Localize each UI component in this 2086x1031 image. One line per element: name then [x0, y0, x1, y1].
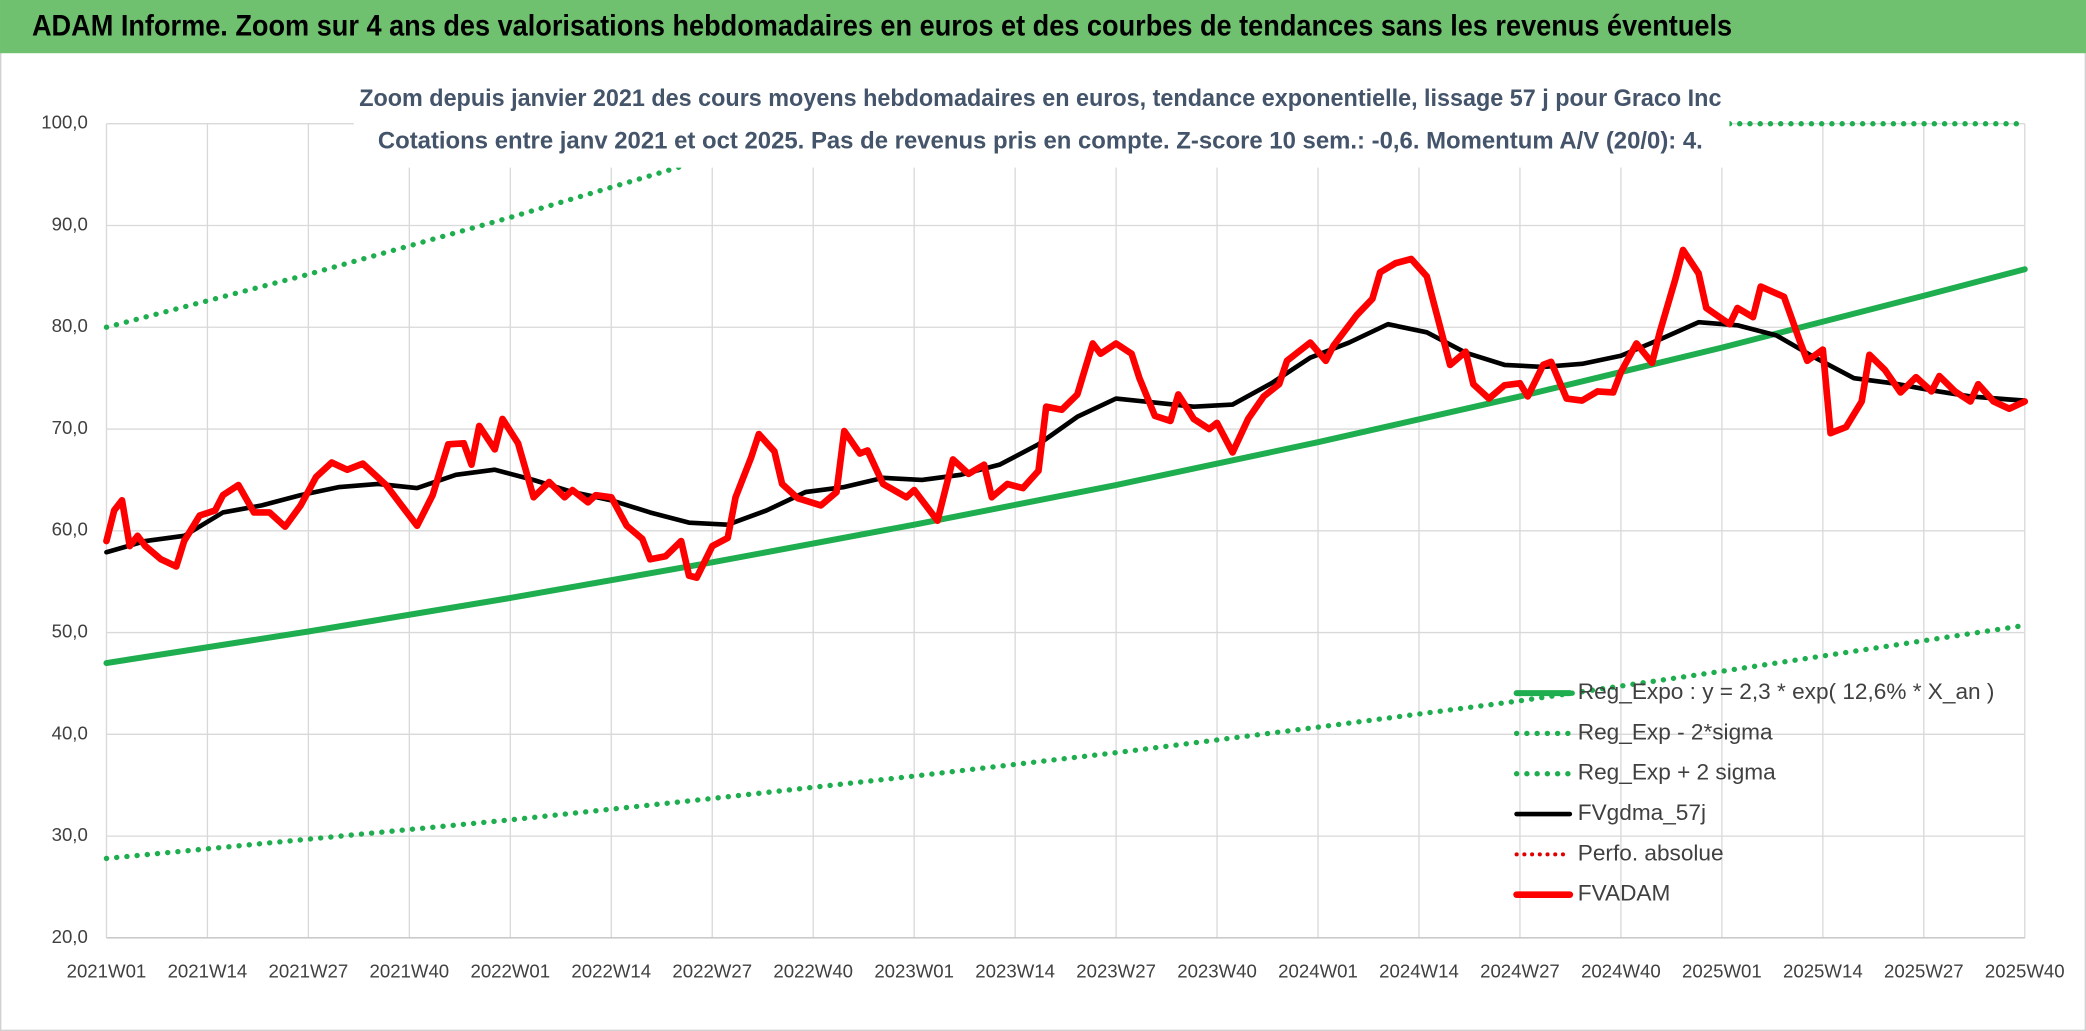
- x-tick-label: 2021W27: [269, 960, 349, 981]
- x-tick-label: 2024W01: [1278, 960, 1358, 981]
- x-tick-label: 2025W01: [1682, 960, 1762, 981]
- x-tick-label: 2025W14: [1783, 960, 1863, 981]
- legend-label: Reg_Expo : y = 2,3 * exp( 12,6% * X_an ): [1578, 679, 1995, 704]
- series-line: [103, 246, 2029, 581]
- series-line: [103, 266, 2028, 667]
- x-tick-label: 2023W40: [1177, 960, 1257, 981]
- x-tick-label: 2021W01: [67, 960, 147, 981]
- series-lines: [103, 121, 2029, 862]
- x-tick-label: 2025W40: [1985, 960, 2065, 981]
- y-tick-label: 30,0: [52, 824, 88, 845]
- x-tick-label: 2023W14: [975, 960, 1055, 981]
- y-tick-label: 90,0: [52, 213, 88, 234]
- subtitle-line: Cotations entre janv 2021 et oct 2025. P…: [378, 128, 1703, 155]
- x-tick-label: 2023W01: [874, 960, 954, 981]
- title-banner: [0, 0, 2086, 54]
- x-tick-label: 2022W27: [672, 960, 752, 981]
- series-line: [103, 622, 2028, 862]
- x-tick-label: 2024W14: [1379, 960, 1459, 981]
- x-tick-label: 2022W40: [773, 960, 853, 981]
- legend-label: FVgdma_57j: [1578, 800, 1706, 825]
- subtitle-box: [353, 77, 1730, 168]
- y-tick-label: 70,0: [52, 417, 88, 438]
- x-tick-label: 2021W14: [168, 960, 248, 981]
- x-tick-label: 2022W14: [571, 960, 651, 981]
- x-tick-label: 2022W01: [470, 960, 550, 981]
- legend-label: Perfo. absolue: [1578, 840, 1724, 865]
- y-tick-label: 100,0: [41, 112, 88, 133]
- subtitle-line: Zoom depuis janvier 2021 des cours moyen…: [359, 85, 1721, 112]
- y-tick-label: 40,0: [52, 722, 88, 743]
- x-tick-label: 2021W40: [370, 960, 450, 981]
- x-tick-label: 2024W40: [1581, 960, 1661, 981]
- legend-label: FVADAM: [1578, 881, 1671, 906]
- legend-label: Reg_Exp - 2*sigma: [1578, 719, 1773, 744]
- x-tick-label: 2023W27: [1076, 960, 1156, 981]
- chart-title: ADAM Informe. Zoom sur 4 ans des valoris…: [32, 11, 1732, 43]
- y-tick-label: 20,0: [52, 926, 88, 947]
- legend-label: Reg_Exp + 2 sigma: [1578, 760, 1776, 785]
- y-tick-label: 50,0: [52, 620, 88, 641]
- x-tick-label: 2024W27: [1480, 960, 1560, 981]
- y-tick-label: 60,0: [52, 519, 88, 540]
- legend: Reg_Expo : y = 2,3 * exp( 12,6% * X_an )…: [1513, 679, 1995, 906]
- y-tick-label: 80,0: [52, 315, 88, 336]
- x-tick-label: 2025W27: [1884, 960, 1964, 981]
